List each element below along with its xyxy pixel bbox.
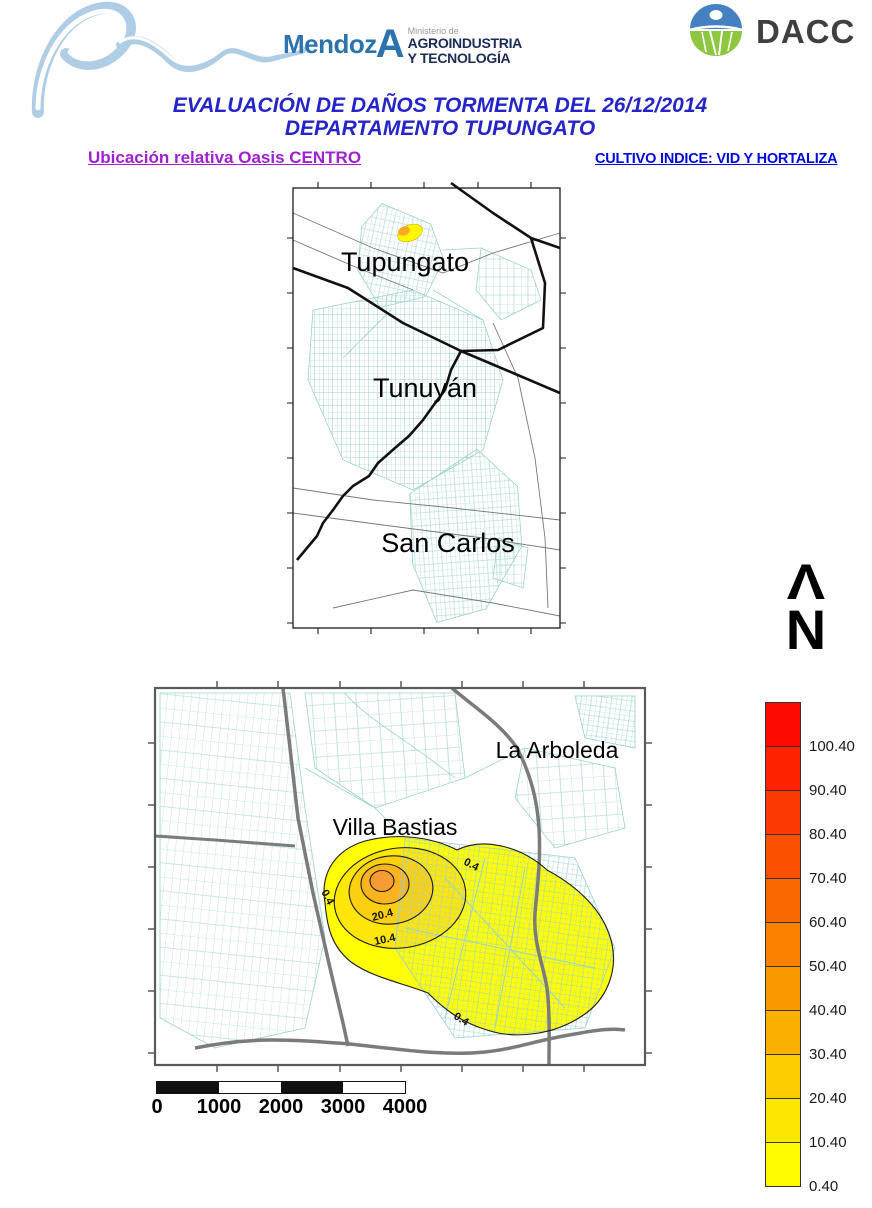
scale-bar-segment xyxy=(157,1082,219,1093)
detail-parcels xyxy=(159,692,636,1049)
overview-map: Tupungato Tunuyán San Carlos xyxy=(287,181,566,634)
legend-value: 0.40 xyxy=(809,1178,839,1195)
legend-value: 80.40 xyxy=(809,826,847,843)
north-indicator: Λ N xyxy=(775,557,837,661)
legend-swatch xyxy=(765,1142,801,1187)
ministry-line2: Y TECNOLOGÍA xyxy=(407,50,511,66)
scale-bar-tick-label: 2000 xyxy=(258,1096,304,1118)
scale-bar: 0 1000 2000 3000 4000 xyxy=(151,1081,427,1120)
scale-bar-tick-label: 0 xyxy=(151,1096,163,1118)
scale-bar-tick-label: 4000 xyxy=(382,1096,428,1118)
damage-spot xyxy=(397,223,423,243)
overview-label-tunuyan: Tunuyán xyxy=(373,373,477,403)
legend-value: 100.40 xyxy=(809,738,855,755)
dacc-wordmark: DACC xyxy=(756,13,856,50)
crop-index-label: CULTIVO INDICE: VID Y HORTALIZA xyxy=(595,151,838,167)
legend-swatch xyxy=(765,966,801,1011)
legend-value: 40.40 xyxy=(809,1002,847,1019)
mendoza-wordmark-a: A xyxy=(375,22,405,66)
scale-bar-segment xyxy=(343,1082,405,1093)
ministry-text: Ministerio de AGROINDUSTRIA Y TECNOLOGÍA xyxy=(407,24,523,66)
detail-label-villa-bastias: Villa Bastias xyxy=(333,814,458,840)
title-line-1: EVALUACIÓN DE DAÑOS TORMENTA DEL 26/12/2… xyxy=(172,94,708,117)
report-title: EVALUACIÓN DE DAÑOS TORMENTA DEL 26/12/2… xyxy=(140,94,740,140)
legend-value: 10.40 xyxy=(809,1134,847,1151)
dacc-globe-icon xyxy=(688,4,744,56)
title-line-2: DEPARTAMENTO TUPUNGATO xyxy=(284,117,596,140)
scale-bar-segment xyxy=(281,1082,343,1093)
scale-bar-segments xyxy=(156,1081,406,1094)
legend-value: 30.40 xyxy=(809,1046,847,1063)
mendoza-wordmark: Mendoz xyxy=(283,29,377,59)
overview-map-ticks xyxy=(287,182,566,634)
overview-label-san-carlos: San Carlos xyxy=(381,528,515,558)
legend-swatch xyxy=(765,878,801,923)
legend-swatch xyxy=(765,1098,801,1143)
legend-value: 90.40 xyxy=(809,782,847,799)
ministry-small-text: Ministerio de xyxy=(407,26,459,36)
north-letter: N xyxy=(785,598,827,661)
overview-map-frame xyxy=(292,187,561,629)
ministry-line1: AGROINDUSTRIA xyxy=(407,35,523,51)
legend: 100.40 90.40 80.40 70.40 60.40 50.40 40.40 30.4… xyxy=(765,702,872,1195)
overview-roads xyxy=(292,212,561,617)
dacc-logo: DACC xyxy=(684,2,855,62)
legend-value: 60.40 xyxy=(809,914,847,931)
legend-swatch xyxy=(765,834,801,879)
detail-roads xyxy=(154,686,626,1066)
detail-label-la-arboleda: La Arboleda xyxy=(496,737,619,763)
contour-label-204: 20.4 xyxy=(371,907,396,924)
detail-map-frame xyxy=(153,686,647,1067)
location-label: Ubicación relativa Oasis CENTRO xyxy=(88,148,362,167)
mendoza-logo: Mendoz A Ministerio de AGROINDUSTRIA Y T… xyxy=(283,24,522,66)
legend-swatch xyxy=(765,746,801,791)
legend-swatch xyxy=(765,790,801,835)
department-boundaries xyxy=(292,181,561,561)
legend-value: 50.40 xyxy=(809,958,847,975)
scale-bar-tick-label: 1000 xyxy=(196,1096,242,1118)
legend-value: 20.40 xyxy=(809,1090,847,1107)
legend-swatch xyxy=(765,1054,801,1099)
legend-swatch xyxy=(765,922,801,967)
legend-swatch xyxy=(765,1010,801,1055)
scale-bar-labels: 0 1000 2000 3000 4000 xyxy=(151,1096,427,1120)
overview-label-tupungato: Tupungato xyxy=(341,247,469,277)
legend-swatch xyxy=(765,702,801,747)
legend-value: 70.40 xyxy=(809,870,847,887)
scale-bar-segment xyxy=(219,1082,281,1093)
scale-bar-tick-label: 3000 xyxy=(320,1096,366,1118)
contour-label-104: 10.4 xyxy=(373,932,397,948)
north-arrow-icon: Λ xyxy=(786,554,826,610)
ribbon-logo-icon xyxy=(31,1,306,118)
detail-map-ticks xyxy=(148,681,652,1072)
detail-map: 0.4 0.4 0.4 20.4 10.4 La Arboleda Villa … xyxy=(148,681,652,1072)
